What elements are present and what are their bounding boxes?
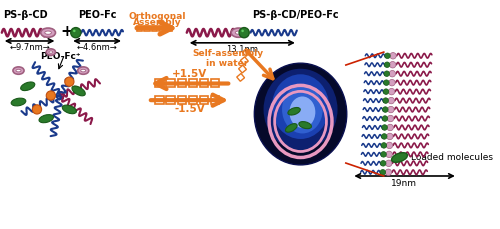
Bar [178,79,186,87]
Circle shape [384,89,389,94]
Circle shape [388,115,394,122]
Circle shape [381,143,386,148]
Circle shape [384,80,389,85]
Circle shape [380,169,386,175]
Ellipse shape [80,69,86,72]
Text: ←4.6nm→: ←4.6nm→ [76,43,118,52]
Circle shape [385,169,392,176]
Bar [166,26,172,31]
Ellipse shape [46,49,56,55]
Ellipse shape [45,31,52,34]
Text: Self-assembly
in water: Self-assembly in water [192,49,263,68]
Bar [200,79,208,87]
Text: 13.1nm: 13.1nm [226,45,258,54]
Ellipse shape [286,124,297,132]
Circle shape [386,160,392,166]
Circle shape [386,133,393,140]
Circle shape [386,142,392,149]
Ellipse shape [392,153,407,162]
Ellipse shape [39,114,54,123]
Bar [166,79,175,87]
Circle shape [239,27,249,38]
Circle shape [388,79,395,86]
Bar [156,95,164,104]
Bar [211,79,219,87]
Bar [236,74,244,81]
Ellipse shape [231,28,246,37]
Circle shape [70,27,81,38]
FancyArrowPatch shape [247,51,273,79]
Circle shape [380,161,386,166]
Text: PS-β-CD/PEO-Fc: PS-β-CD/PEO-Fc [252,11,339,20]
Circle shape [383,98,388,103]
Bar [137,26,142,31]
Text: +: + [60,24,73,39]
Bar [178,95,186,104]
Ellipse shape [290,96,316,128]
Text: PEO-Fc⁺: PEO-Fc⁺ [40,52,80,61]
Bar [188,95,197,104]
Text: Assembly: Assembly [133,18,182,27]
Circle shape [388,88,395,95]
Bar [238,65,246,73]
Circle shape [384,53,390,59]
Ellipse shape [49,51,53,53]
Bar [144,26,150,31]
Bar [242,49,250,56]
Circle shape [46,91,56,100]
Text: 19nm: 19nm [391,179,417,188]
Circle shape [32,105,42,114]
Ellipse shape [272,74,329,139]
Circle shape [386,151,392,158]
Circle shape [387,124,394,131]
Circle shape [389,71,396,77]
Ellipse shape [11,98,26,106]
Text: PS-β-CD: PS-β-CD [4,11,48,20]
Ellipse shape [288,107,300,115]
Circle shape [390,52,396,59]
Circle shape [73,30,76,32]
Ellipse shape [299,122,312,129]
Bar [152,26,157,31]
Bar [156,79,164,87]
Circle shape [382,125,388,130]
Bar [211,95,219,104]
Ellipse shape [62,105,76,114]
Circle shape [390,62,396,68]
Bar [159,26,164,31]
Circle shape [388,97,394,104]
Circle shape [384,62,390,68]
Ellipse shape [264,69,338,150]
Text: PEO-Fc: PEO-Fc [78,11,116,20]
Ellipse shape [78,67,89,74]
Circle shape [382,134,387,139]
Circle shape [384,71,390,76]
Text: -1.5V: -1.5V [174,104,205,114]
Text: Orthogonal: Orthogonal [128,12,186,22]
Text: +1.5V: +1.5V [172,69,207,79]
Ellipse shape [16,69,21,72]
Ellipse shape [254,63,347,165]
Circle shape [388,106,394,113]
Circle shape [242,30,244,32]
Ellipse shape [40,28,56,37]
Ellipse shape [13,67,24,74]
Circle shape [64,77,74,86]
Bar [240,57,248,65]
Circle shape [382,107,388,112]
Bar [200,95,208,104]
Circle shape [381,152,386,157]
Bar [188,79,197,87]
Ellipse shape [20,82,35,91]
Circle shape [382,116,388,121]
Ellipse shape [72,86,86,96]
Bar [166,95,175,104]
Ellipse shape [282,85,323,134]
Text: Loaded molecules: Loaded molecules [410,153,492,162]
Text: ←9.7nm→: ←9.7nm→ [9,43,50,52]
Ellipse shape [236,31,242,34]
